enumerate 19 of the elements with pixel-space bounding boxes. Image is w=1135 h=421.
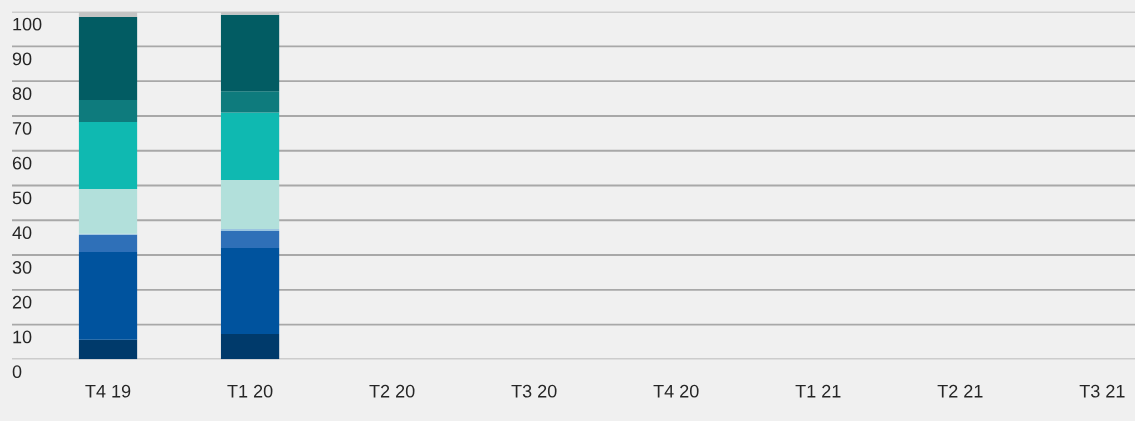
- y-tick-label: 20: [12, 295, 32, 309]
- x-tick-label: T3 20: [511, 384, 557, 398]
- x-tick-label: T1 20: [227, 384, 273, 398]
- y-tick-label: 100: [13, 17, 42, 31]
- y-tick-label: 70: [12, 122, 32, 135]
- x-tick-label: T1 21: [795, 384, 841, 398]
- y-tick-label: 0: [12, 365, 22, 379]
- y-tick-label: 90: [12, 52, 32, 66]
- y-tick-label: 60: [12, 156, 32, 170]
- x-tick-label: T3 21: [1079, 384, 1125, 398]
- y-tick-label: 80: [12, 87, 32, 101]
- x-tick-label: T2 21: [937, 384, 983, 398]
- x-tick-label: T4 20: [653, 384, 699, 398]
- y-tick-label: 50: [12, 191, 32, 205]
- y-tick-label: 40: [12, 226, 32, 240]
- y-tick-label: 30: [12, 261, 32, 274]
- x-tick-label: T2 20: [369, 384, 415, 398]
- y-tick-label: 10: [13, 330, 32, 344]
- x-tick-label: T4 19: [85, 384, 131, 398]
